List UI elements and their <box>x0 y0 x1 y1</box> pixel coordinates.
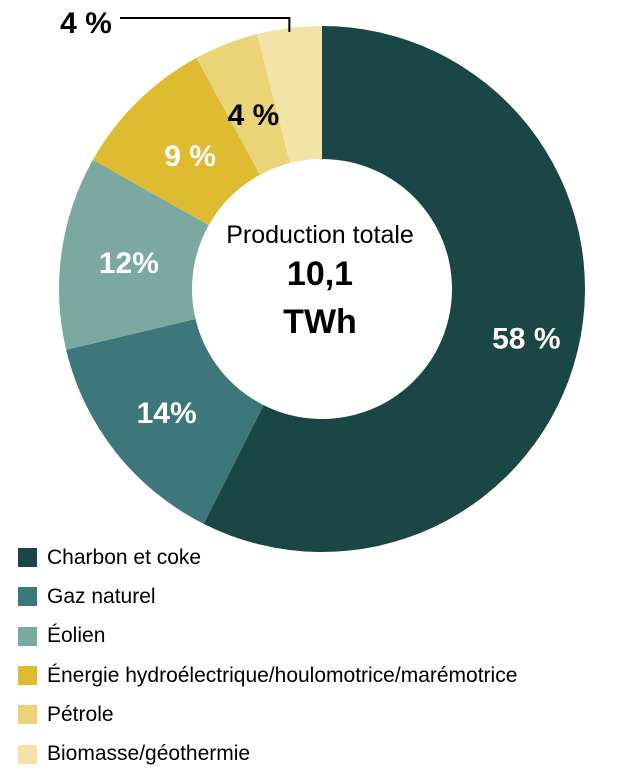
slice-3 <box>59 159 209 350</box>
legend-swatch <box>18 626 37 646</box>
center-value-line1: 10,1 <box>287 255 353 293</box>
slice-value-label-5: 4 % <box>228 99 280 132</box>
slice-4 <box>92 57 260 226</box>
legend-label: Pétrole <box>47 702 114 726</box>
slice-6 <box>257 26 322 164</box>
slice-value-label-4: 9 % <box>164 140 216 173</box>
slice-1 <box>203 26 586 552</box>
legend-item-5: Pétrole <box>18 695 517 734</box>
legend-swatch <box>18 705 37 725</box>
legend-label: Biomasse/géothermie <box>47 742 251 766</box>
slice-value-label-2: 14% <box>137 397 197 430</box>
slice-5 <box>196 34 290 175</box>
legend-item-1: Charbon et coke <box>18 538 517 577</box>
legend-item-6: Biomasse/géothermie <box>18 734 517 773</box>
legend-swatch <box>18 744 37 764</box>
legend-item-3: Éolien <box>18 617 517 656</box>
legend-item-2: Gaz naturel <box>18 577 517 616</box>
legend-label: Éolien <box>47 624 106 648</box>
center-value-line2: TWh <box>283 303 357 341</box>
slice-value-label-1: 58 % <box>492 323 560 356</box>
callout-line <box>120 17 291 33</box>
legend-swatch <box>18 548 37 568</box>
legend-label: Gaz naturel <box>47 584 156 608</box>
legend-label: Énergie hydroélectrique/houlomotrice/mar… <box>47 663 518 687</box>
legend-swatch <box>18 587 37 607</box>
slice-value-label-6: 4 % <box>60 7 112 40</box>
legend-swatch <box>18 666 37 686</box>
slice-value-label-3: 12% <box>99 247 159 280</box>
legend: Charbon et coke Gaz naturel Éolien Énergie … <box>18 538 517 774</box>
legend-label: Charbon et coke <box>47 545 202 569</box>
slice-2 <box>66 319 264 524</box>
legend-item-4: Énergie hydroélectrique/houlomotrice/mar… <box>18 656 517 695</box>
center-caption: Production totale <box>226 221 414 249</box>
